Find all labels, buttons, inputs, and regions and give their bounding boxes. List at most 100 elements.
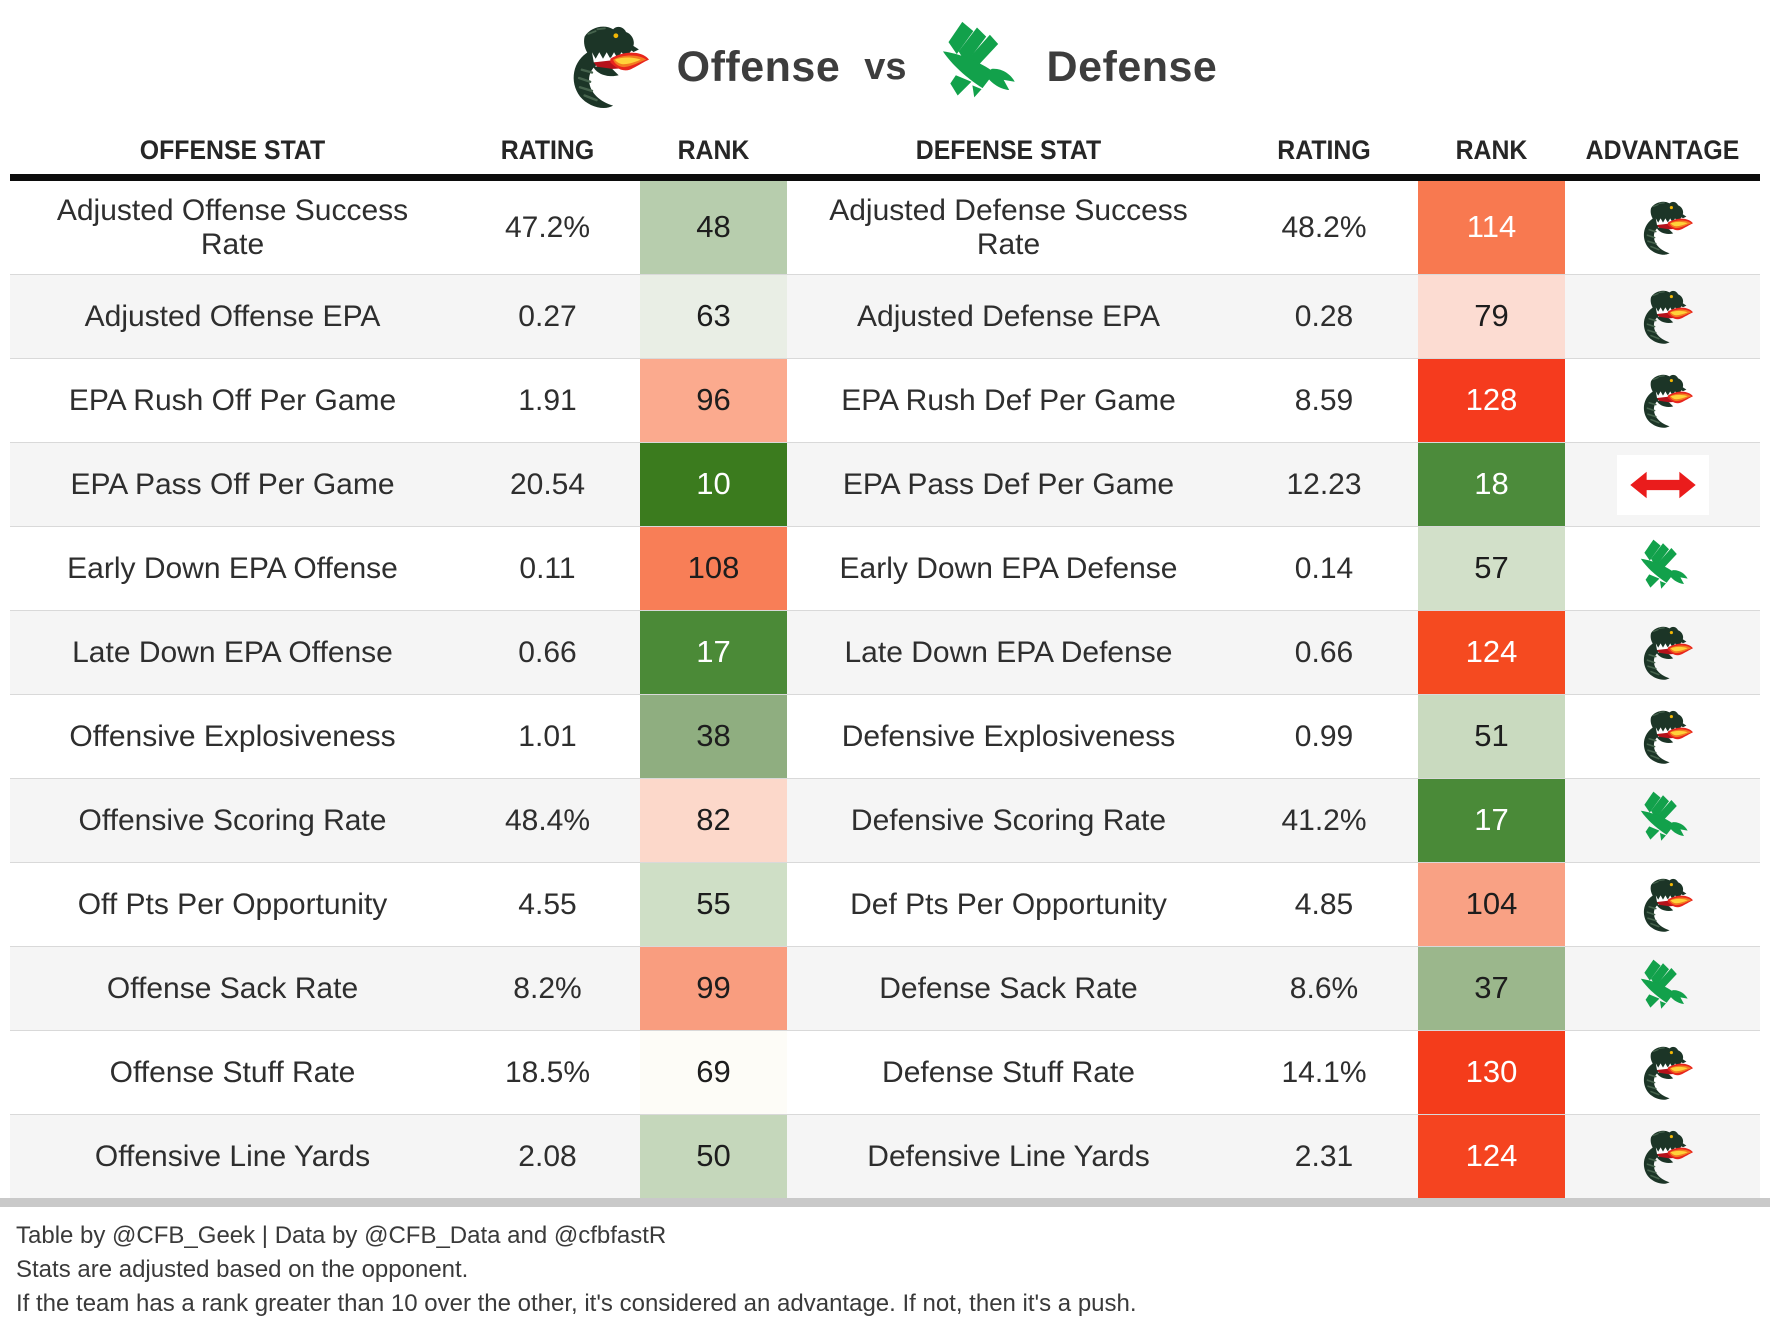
- offense-stat-label: Adjusted Offense Success Rate: [56, 193, 409, 261]
- defense-rating-value: 2.31: [1294, 1139, 1354, 1173]
- defense-rating-value: 48.2%: [1281, 210, 1367, 244]
- uab-dragon-logo-icon: [553, 21, 653, 113]
- defense-stat-label: Defense Stuff Rate: [882, 1055, 1135, 1089]
- defense-rating-value: 12.23: [1286, 467, 1362, 501]
- defense-rating-value: 8.59: [1294, 383, 1354, 417]
- offense-rank-value: 108: [640, 527, 787, 610]
- defense-rating-value: 41.2%: [1281, 803, 1367, 837]
- offense-stat-label: Offensive Line Yards: [94, 1139, 371, 1173]
- table-row: EPA Rush Off Per Game 1.91 96 EPA Rush D…: [10, 358, 1760, 442]
- column-header-defense-stat: DEFENSE STAT: [915, 135, 1102, 165]
- north-texas-eagle-logo-icon: [1632, 539, 1694, 599]
- defense-rank-value: 124: [1418, 611, 1565, 694]
- defense-rating-value: 14.1%: [1281, 1055, 1367, 1089]
- advantage-cell: [1565, 359, 1760, 442]
- vs-label: vs: [864, 45, 907, 88]
- footer-adjusted-note: Stats are adjusted based on the opponent…: [16, 1256, 469, 1284]
- offense-rating-value: 47.2%: [504, 210, 591, 244]
- advantage-cell: [1565, 863, 1760, 946]
- defense-rank-value: 114: [1418, 181, 1565, 274]
- offense-stat-label: Offense Sack Rate: [106, 971, 359, 1005]
- table-header-row: OFFENSE STAT RATING RANK DEFENSE STAT RA…: [10, 128, 1760, 174]
- advantage-cell: [1565, 275, 1760, 358]
- offense-stat-label: Offensive Explosiveness: [69, 719, 396, 753]
- advantage-cell: [1565, 181, 1760, 274]
- header-divider: [10, 174, 1760, 181]
- table-bottom-divider: [0, 1198, 1770, 1207]
- advantage-cell: [1565, 695, 1760, 778]
- offense-rating-value: 20.54: [509, 467, 586, 501]
- table-row: Offensive Line Yards 2.08 50 Defensive L…: [10, 1114, 1760, 1198]
- offense-rating-value: 0.66: [518, 635, 577, 669]
- offense-rank-value: 10: [640, 443, 787, 526]
- stats-table: OFFENSE STAT RATING RANK DEFENSE STAT RA…: [10, 128, 1760, 1198]
- column-header-offense-rank: RANK: [677, 135, 750, 165]
- defense-rank-value: 57: [1418, 527, 1565, 610]
- offense-rank-value: 48: [640, 181, 787, 274]
- offense-rating-value: 0.27: [518, 299, 577, 333]
- table-row: Early Down EPA Offense 0.11 108 Early Do…: [10, 526, 1760, 610]
- defense-stat-label: Early Down EPA Defense: [839, 551, 1178, 585]
- north-texas-eagle-logo-icon: [1632, 959, 1694, 1019]
- defense-stat-label: Adjusted Defense Success Rate: [829, 193, 1188, 261]
- offense-rating-value: 4.55: [518, 887, 577, 921]
- defense-rank-value: 128: [1418, 359, 1565, 442]
- offense-stat-label: Adjusted Offense EPA: [84, 299, 381, 333]
- table-row: Offense Sack Rate 8.2% 99 Defense Sack R…: [10, 946, 1760, 1030]
- offense-rating-value: 2.08: [518, 1139, 577, 1173]
- offense-rank-value: 50: [640, 1115, 787, 1198]
- table-row: Offensive Explosiveness 1.01 38 Defensiv…: [10, 694, 1760, 778]
- offense-rank-value: 82: [640, 779, 787, 862]
- column-header-advantage: ADVANTAGE: [1585, 135, 1740, 165]
- defense-rank-value: 51: [1418, 695, 1565, 778]
- table-row: Adjusted Offense EPA 0.27 63 Adjusted De…: [10, 274, 1760, 358]
- defense-rank-value: 130: [1418, 1031, 1565, 1114]
- defense-stat-label: EPA Pass Def Per Game: [842, 467, 1175, 501]
- uab-dragon-logo-icon: [1632, 198, 1694, 258]
- uab-dragon-logo-icon: [1632, 1043, 1694, 1103]
- column-header-defense-rank: RANK: [1455, 135, 1528, 165]
- offense-rank-value: 55: [640, 863, 787, 946]
- advantage-cell: [1565, 779, 1760, 862]
- table-row: Adjusted Offense Success Rate 47.2% 48 A…: [10, 181, 1760, 274]
- offense-stat-label: EPA Rush Off Per Game: [68, 383, 397, 417]
- defense-stat-label: Defensive Explosiveness: [841, 719, 1176, 753]
- offense-rating-value: 1.01: [518, 719, 577, 753]
- defense-rating-value: 0.99: [1294, 719, 1354, 753]
- offense-rating-value: 1.91: [518, 383, 577, 417]
- defense-rating-value: 0.14: [1294, 551, 1354, 585]
- table-row: Off Pts Per Opportunity 4.55 55 Def Pts …: [10, 862, 1760, 946]
- offense-rank-value: 96: [640, 359, 787, 442]
- column-header-offense-rating: RATING: [500, 135, 595, 165]
- defense-stat-label: Defense Sack Rate: [879, 971, 1138, 1005]
- table-body: Adjusted Offense Success Rate 47.2% 48 A…: [10, 181, 1760, 1198]
- table-row: Offense Stuff Rate 18.5% 69 Defense Stuf…: [10, 1030, 1760, 1114]
- column-header-defense-rating: RATING: [1277, 135, 1371, 165]
- defense-stat-label: Adjusted Defense EPA: [857, 299, 1160, 333]
- offense-rank-value: 99: [640, 947, 787, 1030]
- advantage-cell: [1565, 1115, 1760, 1198]
- defense-rating-value: 0.28: [1294, 299, 1354, 333]
- uab-dragon-logo-icon: [1632, 623, 1694, 683]
- defense-rank-value: 104: [1418, 863, 1565, 946]
- offense-stat-label: Late Down EPA Offense: [72, 635, 393, 669]
- defense-rating-value: 4.85: [1294, 887, 1354, 921]
- advantage-cell: [1565, 527, 1760, 610]
- defense-rating-value: 8.6%: [1289, 971, 1359, 1005]
- offense-stat-label: Off Pts Per Opportunity: [77, 887, 388, 921]
- table-row: EPA Pass Off Per Game 20.54 10 EPA Pass …: [10, 442, 1760, 526]
- footer-credit-line: Table by @CFB_Geek | Data by @CFB_Data a…: [16, 1222, 667, 1249]
- defense-rank-value: 18: [1418, 443, 1565, 526]
- page-title: Offense vs Defense: [0, 0, 1770, 128]
- offense-title-label: Offense: [676, 42, 841, 91]
- footer-advantage-rule-note: If the team has a rank greater than 10 o…: [16, 1290, 1137, 1318]
- defense-stat-label: Late Down EPA Defense: [844, 635, 1173, 669]
- defense-stat-label: Defensive Line Yards: [867, 1139, 1150, 1173]
- offense-rank-value: 69: [640, 1031, 787, 1114]
- offense-stat-label: Early Down EPA Offense: [67, 551, 398, 585]
- offense-rank-value: 38: [640, 695, 787, 778]
- footer-notes: Table by @CFB_Geek | Data by @CFB_Data a…: [0, 1207, 1770, 1321]
- offense-stat-label: EPA Pass Off Per Game: [70, 467, 395, 501]
- offense-rating-value: 18.5%: [504, 1055, 591, 1089]
- offense-rank-value: 17: [640, 611, 787, 694]
